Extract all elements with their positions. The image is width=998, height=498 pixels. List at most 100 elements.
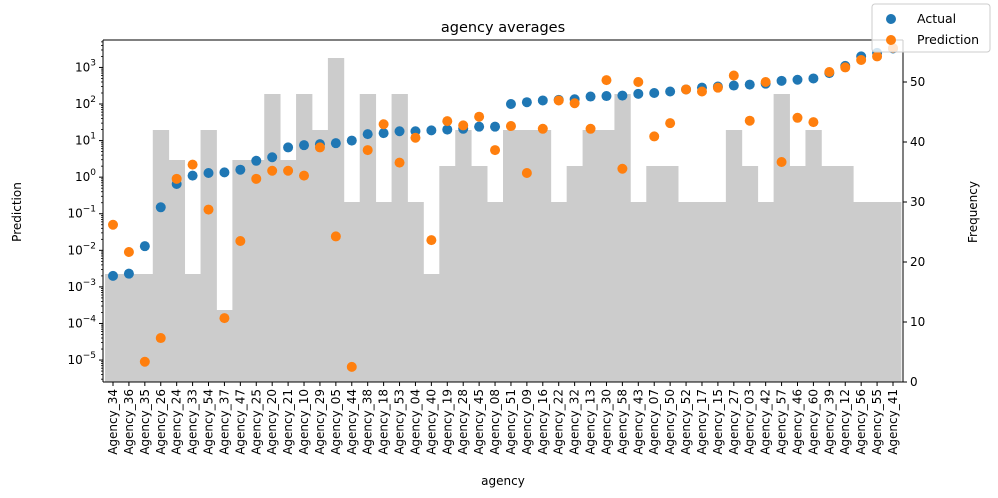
x-tick-label: Agency_17: [695, 389, 709, 455]
x-tick-label: Agency_41: [886, 389, 900, 455]
point-prediction: [808, 117, 819, 128]
frequency-bar: [805, 130, 822, 382]
frequency-bar: [327, 58, 345, 382]
frequency-bar: [375, 202, 392, 382]
x-tick-label: Agency_24: [170, 389, 184, 455]
frequency-bar: [423, 274, 440, 382]
point-prediction: [569, 98, 580, 109]
frequency-bar: [646, 166, 663, 382]
point-prediction: [776, 156, 787, 167]
frequency-bar: [105, 274, 122, 382]
point-prediction: [872, 51, 883, 62]
frequency-bar: [725, 130, 743, 382]
frequency-bar: [200, 130, 217, 382]
frequency-bar: [264, 94, 281, 382]
x-tick-label: Agency_15: [711, 389, 725, 455]
x-tick-label: Agency_47: [233, 389, 247, 455]
frequency-bar: [837, 166, 854, 382]
point-prediction: [330, 231, 341, 242]
frequency-bar: [407, 202, 424, 382]
frequency-bar: [534, 130, 552, 382]
point-prediction: [633, 76, 644, 87]
point-actual: [776, 75, 787, 86]
point-prediction: [203, 204, 214, 215]
x-tick-label: Agency_35: [138, 389, 152, 455]
point-actual: [537, 95, 548, 106]
x-tick-label: Agency_60: [806, 389, 820, 455]
point-prediction: [712, 82, 723, 93]
frequency-bar: [120, 274, 138, 382]
point-prediction: [649, 131, 660, 142]
scatter-points: [108, 42, 898, 372]
point-actual: [505, 99, 516, 110]
left-tick-label: 10−3: [67, 278, 96, 294]
x-tick-label: Agency_09: [520, 389, 534, 455]
x-tick-label: Agency_28: [456, 389, 470, 455]
point-prediction: [474, 111, 485, 122]
point-prediction: [219, 313, 230, 324]
point-actual: [299, 140, 310, 151]
frequency-bar: [678, 202, 695, 382]
point-actual: [235, 164, 246, 175]
frequency-bar: [757, 202, 775, 382]
point-actual: [728, 80, 739, 91]
right-tick-label: 0: [910, 375, 918, 389]
legend: Actual Prediction: [871, 3, 991, 53]
point-actual: [394, 126, 405, 137]
point-prediction: [601, 75, 612, 86]
x-tick-label: Agency_56: [854, 389, 868, 455]
frequency-bar: [216, 310, 233, 382]
x-tick-label: Agency_54: [202, 389, 216, 455]
left-tick-label: 103: [75, 58, 96, 74]
x-tick-label: Agency_53: [393, 389, 407, 455]
x-axis-title: agency: [481, 474, 525, 488]
point-prediction: [378, 119, 389, 130]
frequency-bar: [518, 130, 536, 382]
x-tick-label: Agency_04: [408, 389, 422, 455]
point-actual: [108, 270, 118, 281]
frequency-bar: [359, 94, 377, 382]
x-tick-label: Agency_16: [536, 389, 550, 455]
left-tick-label: 101: [75, 132, 96, 148]
frequency-bar: [168, 160, 186, 382]
frequency-bar: [311, 130, 329, 382]
point-actual: [139, 241, 150, 252]
point-prediction: [792, 112, 803, 123]
x-tick-label: Agency_32: [568, 389, 582, 455]
right-y-axis-title: Frequency: [966, 181, 980, 243]
legend-label: Actual: [917, 11, 956, 26]
point-actual: [378, 128, 389, 139]
point-prediction: [856, 54, 867, 65]
point-actual: [792, 74, 803, 85]
x-tick-label: Agency_37: [217, 389, 231, 455]
x-tick-label: Agency_12: [838, 389, 852, 455]
frequency-bar: [709, 202, 727, 382]
left-tick-label: 100: [75, 168, 96, 184]
point-actual: [808, 73, 819, 84]
point-prediction: [840, 62, 851, 73]
legend-box: [871, 3, 991, 53]
right-tick-label: 10: [910, 315, 925, 329]
point-actual: [219, 167, 230, 178]
x-tick-label: Agency_26: [154, 389, 168, 455]
point-actual: [521, 97, 532, 108]
point-prediction: [490, 145, 501, 156]
x-tick-label: Agency_52: [679, 389, 693, 455]
frequency-bar: [869, 202, 886, 382]
point-prediction: [267, 165, 278, 176]
point-prediction: [108, 219, 118, 230]
frequency-bar: [152, 130, 170, 382]
frequency-bar: [455, 130, 472, 382]
point-actual: [474, 121, 485, 132]
point-prediction: [394, 157, 405, 168]
x-tick-label: Agency_05: [329, 389, 343, 455]
point-prediction: [251, 173, 262, 184]
point-prediction: [362, 145, 373, 156]
x-tick-label: Agency_07: [647, 389, 661, 455]
point-actual: [155, 202, 166, 213]
point-actual: [123, 268, 134, 279]
x-tick-label: Agency_19: [440, 389, 454, 455]
x-tick-label: Agency_27: [727, 389, 741, 455]
point-actual: [442, 124, 453, 135]
